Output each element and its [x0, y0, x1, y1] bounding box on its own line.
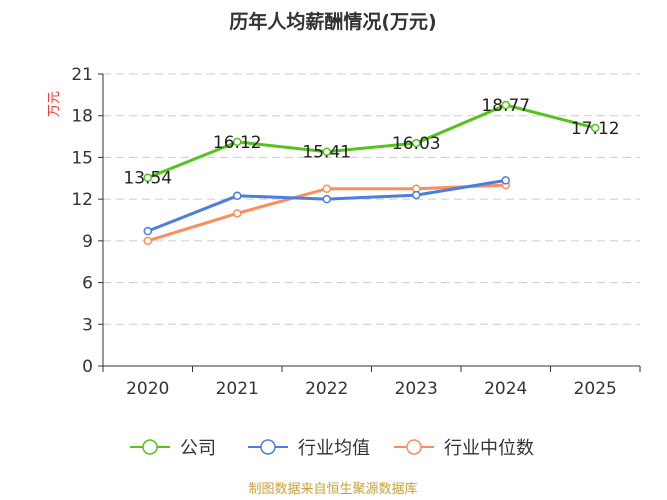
series-line-行业中位数	[147, 183, 506, 243]
data-point	[143, 236, 152, 246]
data-label: 15.41	[302, 143, 351, 163]
data-label: 18.77	[481, 96, 530, 116]
y-tick-label: 18	[71, 107, 93, 127]
legend-marker	[260, 439, 276, 455]
data-point	[591, 123, 600, 133]
y-tick-label: 6	[82, 274, 93, 294]
data-point	[143, 226, 152, 236]
data-label: 17.12	[571, 119, 620, 139]
x-tick-label: 2022	[305, 379, 348, 399]
data-point	[233, 191, 242, 201]
data-point	[143, 173, 152, 182]
source-note: 制图数据来自恒生聚源数据库	[248, 481, 417, 497]
y-tick-label: 15	[71, 148, 93, 168]
y-axis-label: 万元	[47, 91, 62, 117]
data-label: 16.12	[213, 133, 262, 153]
legend-marker	[406, 439, 422, 455]
data-point	[233, 209, 242, 218]
data-point	[233, 137, 242, 147]
x-tick-label: 2020	[126, 379, 169, 399]
legend-label: 公司	[180, 438, 216, 459]
legend-label: 行业均值	[298, 438, 370, 459]
data-label: 13.54	[123, 169, 172, 189]
data-point	[501, 100, 510, 110]
y-tick-label: 3	[82, 315, 93, 335]
x-tick-label: 2021	[216, 379, 259, 399]
data-point	[322, 194, 331, 204]
y-tick-label: 12	[71, 190, 93, 210]
chart-title: 历年人均薪酬情况(万元)	[229, 10, 436, 33]
x-tick-label: 2023	[395, 379, 438, 399]
x-tick-label: 2025	[574, 379, 617, 399]
legend-marker	[142, 439, 158, 455]
data-point	[322, 147, 331, 156]
y-tick-label: 21	[71, 65, 93, 85]
data-point	[412, 190, 421, 200]
data-point	[412, 138, 421, 148]
data-point	[501, 176, 510, 185]
y-tick-label: 9	[82, 232, 93, 252]
data-point	[322, 184, 331, 193]
legend-label: 行业中位数	[444, 438, 534, 459]
series-line-公司	[147, 103, 596, 180]
y-tick-label: 0	[82, 357, 93, 377]
x-tick-label: 2024	[484, 379, 527, 399]
data-label: 16.03	[392, 134, 441, 154]
